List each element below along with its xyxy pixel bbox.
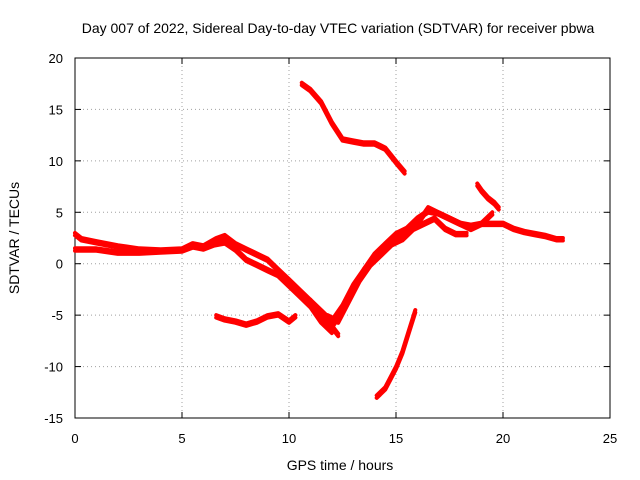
y-tick-label: 15	[49, 102, 63, 117]
series-line-arc-7	[214, 311, 298, 326]
tick-layer: 0 5 10 15 20 25 -15 -10 -5 0 5 10 15 20	[44, 51, 617, 446]
x-axis-label: GPS time / hours	[287, 457, 394, 473]
series-echo-arc-4	[325, 217, 469, 325]
y-tick-label: 10	[49, 154, 63, 169]
plot-frame	[74, 57, 611, 419]
series-echo-arc-7	[214, 313, 298, 328]
series-echo-arc-6	[475, 184, 501, 212]
series-echo-arc-2	[73, 241, 334, 336]
series-echo-arc-8	[299, 83, 407, 176]
series-layer	[73, 80, 565, 400]
y-axis-label: SDTVAR / TECUs	[6, 182, 22, 294]
chart-title: Day 007 of 2022, Sidereal Day-to-day VTE…	[82, 20, 595, 36]
series-echo-arc-9	[374, 310, 418, 400]
y-tick-label: 0	[56, 257, 63, 272]
x-tick-label: 0	[71, 431, 78, 446]
series-line-arc-5	[308, 205, 495, 323]
y-tick-label: -5	[51, 308, 63, 323]
x-tick-label: 20	[496, 431, 510, 446]
y-tick-label: 20	[49, 51, 63, 66]
x-tick-label: 25	[603, 431, 617, 446]
x-tick-label: 10	[282, 431, 296, 446]
x-tick-label: 15	[389, 431, 403, 446]
grid-layer	[75, 58, 610, 418]
y-tick-label: -15	[44, 411, 63, 426]
y-tick-label: 5	[56, 205, 63, 220]
x-tick-label: 5	[178, 431, 185, 446]
y-tick-label: -10	[44, 360, 63, 375]
series-echo-arc-5	[308, 207, 495, 325]
